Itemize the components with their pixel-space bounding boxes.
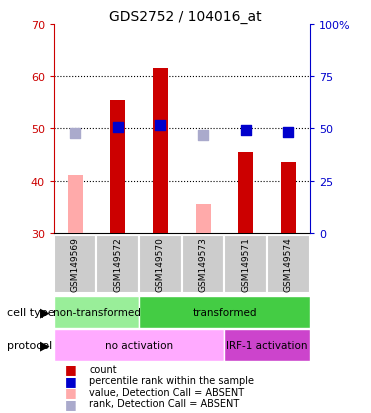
Bar <box>68 176 83 233</box>
Text: rank, Detection Call = ABSENT: rank, Detection Call = ABSENT <box>89 399 239 408</box>
Bar <box>139 296 310 328</box>
Point <box>200 132 206 139</box>
Text: GSM149571: GSM149571 <box>241 237 250 292</box>
Bar <box>153 69 168 233</box>
Bar <box>96 235 139 293</box>
Text: value, Detection Call = ABSENT: value, Detection Call = ABSENT <box>89 387 244 397</box>
Text: GSM149569: GSM149569 <box>70 237 80 292</box>
Bar <box>54 235 96 293</box>
Bar <box>182 235 224 293</box>
Bar <box>224 329 310 361</box>
Text: GSM149570: GSM149570 <box>156 237 165 292</box>
Bar <box>139 235 182 293</box>
Text: protocol: protocol <box>7 340 53 350</box>
Bar <box>267 235 310 293</box>
Point <box>157 123 163 129</box>
Point <box>243 128 249 135</box>
Text: ▶: ▶ <box>40 306 49 319</box>
Text: ■: ■ <box>65 374 77 387</box>
Bar <box>238 152 253 233</box>
Text: non-transformed: non-transformed <box>53 307 140 317</box>
Point <box>72 130 78 137</box>
Text: ■: ■ <box>65 397 77 410</box>
Bar <box>110 100 125 233</box>
Bar <box>224 235 267 293</box>
Text: ■: ■ <box>65 385 77 399</box>
Bar <box>54 329 224 361</box>
Text: GSM149573: GSM149573 <box>198 237 208 292</box>
Text: transformed: transformed <box>192 307 257 317</box>
Text: GSM149574: GSM149574 <box>284 237 293 292</box>
Text: cell type: cell type <box>7 307 55 317</box>
Text: GSM149572: GSM149572 <box>113 237 122 292</box>
Text: ▶: ▶ <box>40 339 49 352</box>
Text: IRF-1 activation: IRF-1 activation <box>226 340 308 350</box>
Bar <box>281 163 296 233</box>
Text: GDS2752 / 104016_at: GDS2752 / 104016_at <box>109 10 262 24</box>
Text: percentile rank within the sample: percentile rank within the sample <box>89 375 254 385</box>
Text: ■: ■ <box>65 362 77 375</box>
Point <box>286 129 292 135</box>
Bar <box>54 296 139 328</box>
Text: count: count <box>89 364 116 374</box>
Bar <box>196 205 211 233</box>
Text: no activation: no activation <box>105 340 173 350</box>
Point <box>115 125 121 131</box>
